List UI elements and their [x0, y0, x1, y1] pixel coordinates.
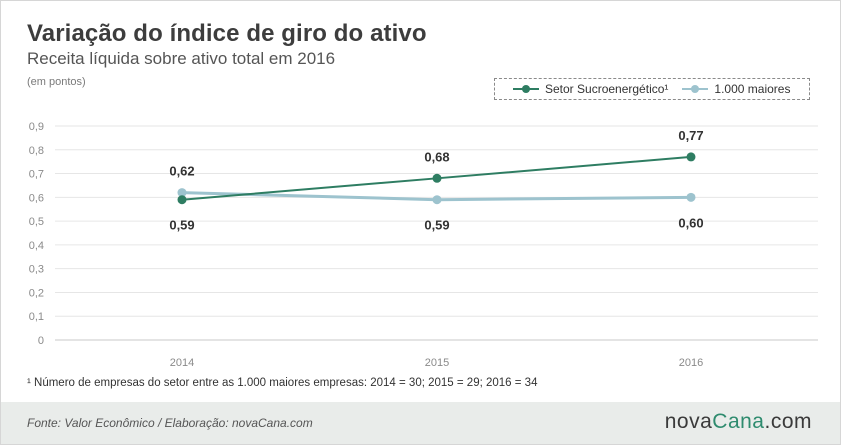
x-tick-label: 2016: [679, 357, 703, 369]
footnote: ¹ Número de empresas do setor entre as 1…: [27, 377, 538, 389]
unit-label: (em pontos): [27, 76, 86, 88]
chart-subtitle: Receita líquida sobre ativo total em 201…: [27, 49, 336, 68]
data-point-sector: [177, 195, 187, 205]
data-point-top1000: [177, 188, 187, 198]
y-tick-label: 0,8: [29, 145, 44, 157]
data-label-top1000: 0,59: [424, 218, 449, 233]
chart-title: Variação do índice de giro do ativo: [27, 20, 427, 47]
brand-logo: novaCana.com: [664, 410, 812, 433]
y-tick-label: 0,5: [29, 216, 44, 228]
y-tick-label: 0,2: [29, 287, 44, 299]
legend-label-sector: Setor Sucroenergético¹: [545, 82, 669, 96]
data-label-top1000: 0,62: [169, 164, 194, 179]
data-label-sector: 0,68: [424, 149, 449, 164]
y-tick-label: 0,4: [29, 240, 44, 252]
data-label-top1000: 0,60: [678, 215, 703, 230]
legend-item-top1000: 1.000 maiores: [682, 82, 790, 96]
y-tick-label: 0,7: [29, 169, 44, 181]
y-tick-label: 0,6: [29, 192, 44, 204]
y-tick-label: 0: [38, 335, 44, 347]
line-chart: 0 0,1 0,2 0,3 0,4 0,5 0,6 0,7 0,8 0,9 2014 2015 2016…: [29, 121, 818, 369]
data-label-sector: 0,59: [169, 218, 194, 233]
legend-swatch-sector: [513, 84, 539, 94]
y-tick-label: 0,3: [29, 264, 44, 276]
legend-swatch-top1000: [682, 84, 709, 94]
data-label-sector: 0,77: [678, 128, 703, 143]
x-tick-label: 2015: [425, 357, 449, 369]
data-point-sector: [686, 152, 696, 162]
footer: Fonte: Valor Econômico / Elaboração: nov…: [1, 402, 840, 444]
data-point-sector: [432, 173, 442, 183]
x-tick-label: 2014: [170, 357, 194, 369]
data-point-top1000: [686, 192, 696, 202]
y-tick-label: 0,9: [29, 121, 44, 133]
y-tick-label: 0,1: [29, 311, 44, 323]
source-note: Fonte: Valor Econômico / Elaboração: nov…: [27, 416, 313, 430]
legend-item-sector: Setor Sucroenergético¹: [513, 82, 668, 96]
legend-label-top1000: 1.000 maiores: [714, 82, 791, 96]
data-point-top1000: [432, 195, 442, 205]
legend: Setor Sucroenergético¹ 1.000 maiores: [494, 78, 810, 100]
